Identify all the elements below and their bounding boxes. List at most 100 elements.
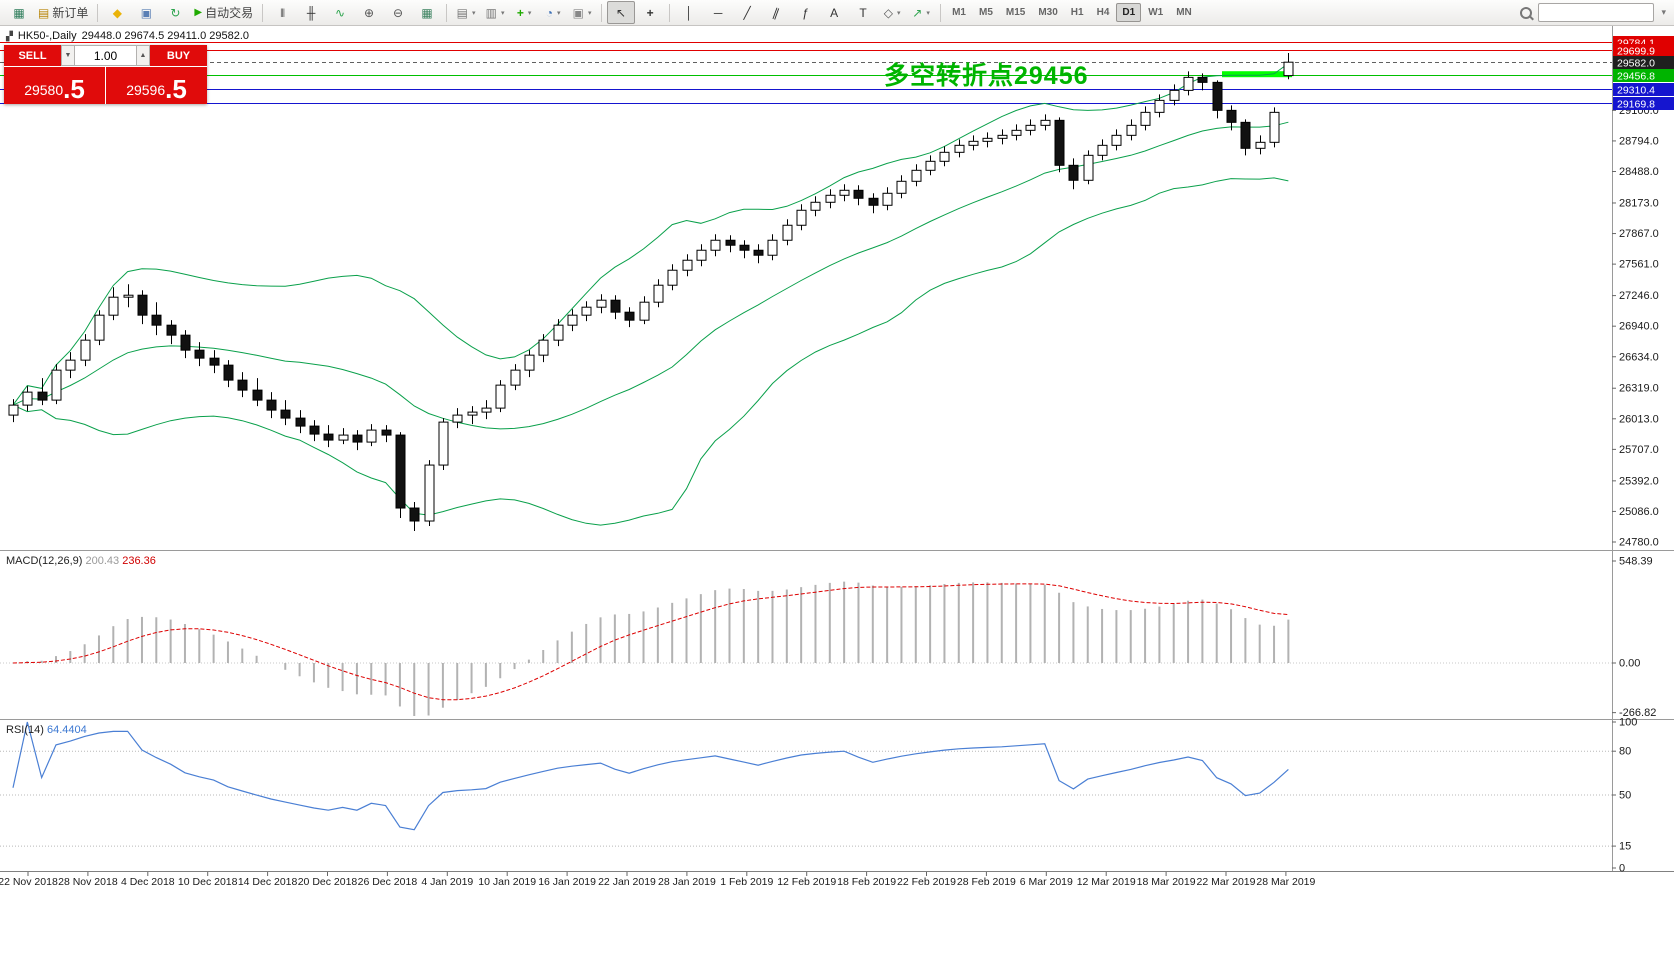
volume-input[interactable] [75,45,136,66]
channel-icon: ∥ [770,4,782,21]
rsi-label: RSI(14) 64.4404 [6,724,87,736]
candlestick-chart-button[interactable]: ╫ [297,1,325,24]
indicators-icon: + [516,5,524,20]
toolbar-separator [669,3,671,22]
app-button[interactable]: ▦ [5,1,33,24]
buy-price-button[interactable]: 29596 .5 [106,67,207,104]
shapes-icon: ◇ [883,5,893,20]
toolbar: ▦ ▤ 新订单 ◆ ▣ ↻ ▶ 自动交易 ||| ╫ ∿ ⊕ ⊖ ▦ ▤ ▾ ▥ ▾… [0,0,1674,26]
timeframe-m30-button[interactable]: M30 [1038,7,1058,18]
pivot-highlight-line[interactable] [1222,71,1292,78]
chevron-down-icon: ▾ [556,9,561,17]
shapes-tool-button[interactable]: ◇ ▾ [878,1,906,24]
crosshair-icon: + [646,5,654,20]
refresh-icon: ↻ [170,5,181,20]
bar-chart-icon: ||| [280,7,285,17]
periods-button[interactable]: ◔ ▾ [539,1,567,24]
new-window-button[interactable]: ▣ ▾ [568,1,596,24]
search-input[interactable] [1538,3,1655,22]
svg-text:28173.0: 28173.0 [1619,197,1659,209]
chart-windows-icon: ▣ [140,5,153,20]
rsi-line [12,721,1289,831]
panel-separators [0,26,1674,872]
sell-price-button[interactable]: 29580 .5 [4,67,105,104]
mql-button[interactable]: ◆ [103,1,131,24]
new-order-button[interactable]: ▤ 新订单 [34,1,92,24]
trendline-tool-button[interactable]: ╱ [733,1,761,24]
chevron-down-icon: ▾ [527,9,532,17]
indicators-button[interactable]: + ▾ [510,1,538,24]
new-order-label: 新订单 [52,6,89,20]
svg-text:29699.9: 29699.9 [1617,45,1655,57]
volume-decrease-button[interactable]: ▼ [61,45,75,66]
svg-text:25086.0: 25086.0 [1619,506,1659,518]
chart-symbol-period: HK50-,Daily [17,30,77,42]
annotation-text[interactable]: 多空转折点29456 [884,62,1089,90]
horizontal-line-tool-button[interactable]: ─ [704,1,732,24]
chevron-down-icon: ▾ [587,9,592,17]
tile-windows-icon: ▦ [421,5,433,20]
line-chart-icon: ∿ [335,5,346,20]
zoom-in-button[interactable]: ⊕ [355,1,383,24]
refresh-button[interactable]: ↻ [161,1,189,24]
autotrading-button[interactable]: ▶ 自动交易 [190,1,257,24]
cursor-tool-button[interactable]: ↖ [607,1,636,24]
tile-windows-button[interactable]: ▦ [413,1,441,24]
templates-icon: ▥ [485,5,497,20]
templates-button[interactable]: ▥ ▾ [481,1,509,24]
timeframe-m1-button[interactable]: M1 [952,7,966,18]
bb-upper-line [12,63,1289,406]
mql-icon: ◆ [112,5,122,20]
price-axis[interactable]: 29100.028794.028488.028173.027867.027561… [1612,105,1659,549]
date-axis[interactable]: 22 Nov 2018 28 Nov 2018 4 Dec 2018 10 Dec 2… [0,872,1316,888]
arrows-tool-button[interactable]: ↗ ▾ [907,1,935,24]
fibonacci-tool-button[interactable]: ƒ [791,1,819,24]
cursor-icon: ↖ [616,5,627,20]
timeframe-h4-button[interactable]: H4 [1096,7,1110,18]
svg-text:18 Feb 2019: 18 Feb 2019 [837,876,896,888]
svg-text:10 Jan 2019: 10 Jan 2019 [478,876,536,888]
new-window-icon: ▣ [572,5,584,20]
search-icon[interactable] [1520,6,1533,19]
chevron-down-icon[interactable]: ▾ [1661,7,1666,17]
svg-text:6 Mar 2019: 6 Mar 2019 [1020,876,1073,888]
sell-button[interactable]: SELL [4,45,61,66]
svg-text:27246.0: 27246.0 [1619,290,1659,302]
timeframe-d1-button[interactable]: D1 [1116,3,1142,22]
bollinger-bands [12,63,1289,526]
svg-text:26 Dec 2018: 26 Dec 2018 [358,876,418,888]
svg-text:12 Feb 2019: 12 Feb 2019 [777,876,836,888]
svg-text:12 Mar 2019: 12 Mar 2019 [1077,876,1136,888]
profiles-icon: ▤ [456,5,468,20]
volume-increase-button[interactable]: ▲ [136,45,150,66]
timeframe-m15-button[interactable]: M15 [1005,7,1026,18]
text-tool-button[interactable]: A [820,1,848,24]
channel-tool-button[interactable]: ∥ [762,1,790,24]
svg-text:26319.0: 26319.0 [1619,383,1659,395]
vertical-line-tool-button[interactable]: │ [675,1,703,24]
crosshair-tool-button[interactable]: + [636,1,664,24]
timeframe-mn-button[interactable]: MN [1176,7,1192,18]
label-tool-button[interactable]: T [849,1,877,24]
profiles-button[interactable]: ▤ ▾ [452,1,480,24]
timeframe-m5-button[interactable]: M5 [978,7,993,18]
timeframe-w1-button[interactable]: W1 [1148,7,1164,18]
toolbar-separator [446,3,448,22]
bar-chart-button[interactable]: ||| [268,1,296,24]
buy-button[interactable]: BUY [150,45,207,66]
line-chart-button[interactable]: ∿ [326,1,354,24]
svg-text:50: 50 [1619,790,1631,802]
zoom-out-button[interactable]: ⊖ [384,1,412,24]
svg-text:26940.0: 26940.0 [1619,321,1659,333]
chart-windows-button[interactable]: ▣ [132,1,160,24]
svg-text:27867.0: 27867.0 [1619,228,1659,240]
timeframe-group: M1 M5 M15 M30 H1 H4 D1 W1 MN [946,3,1198,22]
svg-text:25392.0: 25392.0 [1619,475,1659,487]
svg-text:20 Dec 2018: 20 Dec 2018 [298,876,358,888]
svg-text:0.00: 0.00 [1619,658,1640,670]
macd-name: MACD(12,26,9) [6,555,83,567]
timeframe-h1-button[interactable]: H1 [1070,7,1084,18]
svg-text:18 Mar 2019: 18 Mar 2019 [1137,876,1196,888]
svg-text:28 Nov 2018: 28 Nov 2018 [58,876,118,888]
